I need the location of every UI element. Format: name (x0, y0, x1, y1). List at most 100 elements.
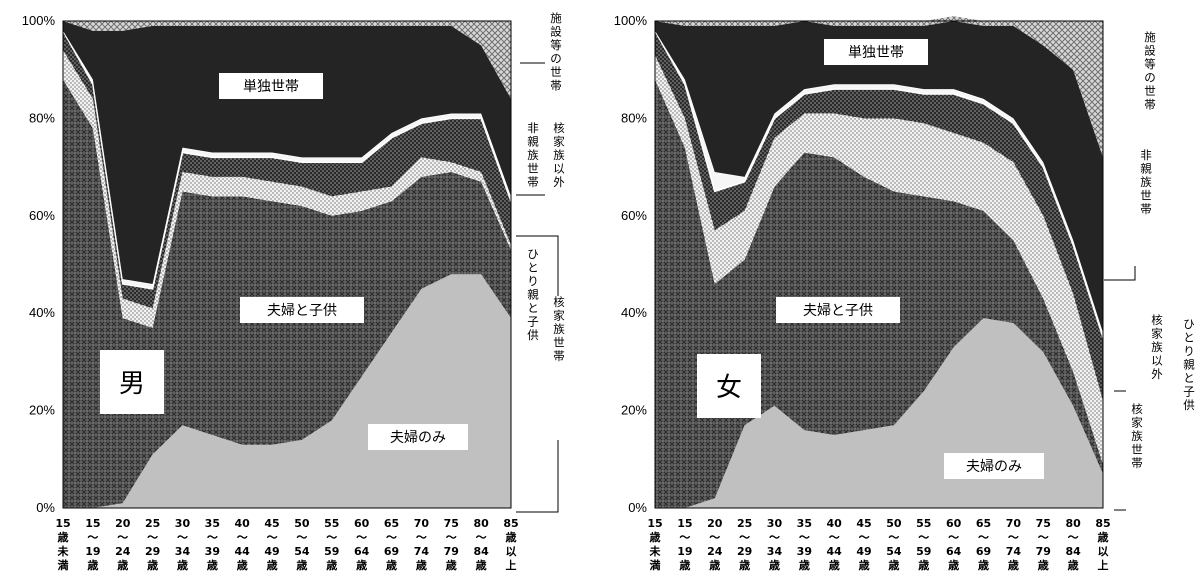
x-tick-part: 55 (324, 517, 339, 530)
x-tick-label: 40 〜 44 歳 (235, 517, 251, 572)
x-tick-label: 45 〜 49 歳 (264, 517, 279, 572)
x-tick-part: 満 (650, 558, 661, 572)
x-tick-part: 〜 (829, 531, 840, 544)
x-tick-part: 歳 (829, 558, 840, 572)
label-single-box (824, 39, 928, 65)
x-tick-part: 以 (506, 545, 517, 558)
x-tick-part: 39 (797, 545, 812, 558)
x-tick-part: 歳 (650, 530, 661, 544)
annotation-otherkin: 核家族以外 (553, 121, 565, 189)
x-tick-part: 25 (145, 517, 160, 530)
x-tick-part: 15 (647, 517, 662, 530)
area-facility (655, 16, 1103, 158)
x-tick-label: 15 〜 19 歳 (677, 517, 692, 572)
x-tick-label: 25 〜 29 歳 (145, 517, 160, 572)
x-tick-label: 50 〜 54 歳 (886, 517, 902, 572)
x-tick-label: 60 〜 64 歳 (946, 517, 962, 572)
x-tick-part: 〜 (296, 531, 307, 544)
annotation-single_parent: ひとり親と子供 (527, 247, 539, 342)
x-tick-part: 15 (85, 517, 100, 530)
x-tick-label: 35 〜 39 歳 (797, 517, 812, 572)
x-tick-label: 80 〜 84 歳 (1065, 517, 1081, 572)
x-tick-part: 〜 (446, 531, 457, 544)
x-tick-part: 〜 (1068, 531, 1079, 544)
annotation-nonrel: 非親族世帯 (1140, 148, 1152, 216)
x-tick-part: 〜 (207, 531, 218, 544)
x-tick-part: 34 (767, 545, 783, 558)
annotation-facility: 施設等の世帯 (550, 11, 562, 93)
sex-label: 女 (697, 354, 761, 418)
x-tick-part: 69 (384, 545, 399, 558)
area-single-parent (63, 50, 511, 328)
x-tick-part: 39 (205, 545, 220, 558)
plot-frame (62, 20, 512, 509)
x-tick-part: 歳 (918, 558, 929, 572)
plot-frame (654, 20, 1104, 509)
y-tick-label: 60% (621, 208, 647, 223)
label-couple-only-box (368, 424, 468, 450)
x-tick-part: 15 (55, 517, 70, 530)
x-tick-label: 15 〜 19 歳 (85, 517, 100, 572)
x-tick-part: 歳 (58, 530, 69, 544)
x-tick-part: 〜 (739, 531, 750, 544)
x-tick-part: 歳 (476, 558, 487, 572)
x-tick-part: 75 (444, 517, 459, 530)
x-tick-label: 20 〜 24 歳 (115, 517, 131, 572)
sex-label-box (697, 354, 761, 418)
x-tick-label: 60 〜 64 歳 (354, 517, 370, 572)
sex-label-text: 女 (716, 373, 742, 403)
x-tick-part: 歳 (177, 558, 188, 572)
x-tick-part: 歳 (386, 558, 397, 572)
x-tick-part: 歳 (1038, 558, 1049, 572)
x-tick-part: 24 (115, 545, 131, 558)
label-single-box (219, 73, 323, 99)
x-tick-part: 59 (916, 545, 931, 558)
x-tick-part: 歳 (1068, 558, 1079, 572)
x-tick-part: 15 (677, 517, 692, 530)
x-tick-label: 20 〜 24 歳 (707, 517, 723, 572)
x-tick-part: 85 (1095, 517, 1110, 530)
area-couple-children (63, 79, 511, 508)
sex-label-box (100, 350, 164, 414)
x-tick-part: 29 (145, 545, 160, 558)
x-tick-part: 〜 (888, 531, 899, 544)
x-tick-part: 歳 (237, 558, 248, 572)
x-tick-part: 〜 (356, 531, 367, 544)
x-tick-label: 45 〜 49 歳 (856, 517, 871, 572)
x-tick-part: 満 (58, 558, 69, 572)
x-tick-part: 64 (354, 545, 370, 558)
x-tick-label: 75 〜 79 歳 (1036, 517, 1051, 572)
x-tick-part: 未 (649, 544, 662, 558)
annotation-leader (516, 440, 559, 513)
annotation-leader (1104, 266, 1136, 281)
y-tick-label: 100% (614, 13, 648, 28)
x-tick-part: 50 (886, 517, 902, 530)
x-tick-label: 85 歳以上 (1095, 517, 1110, 572)
x-tick-label: 75 〜 79 歳 (444, 517, 459, 572)
x-tick-label: 50 〜 54 歳 (294, 517, 310, 572)
x-tick-label: 70 〜 74 歳 (1006, 517, 1022, 572)
x-tick-part: 19 (677, 545, 692, 558)
x-tick-part: 歳 (356, 558, 367, 572)
x-tick-part: 35 (205, 517, 220, 530)
x-tick-part: 〜 (679, 531, 690, 544)
x-tick-part: 85 (503, 517, 518, 530)
x-tick-part: 60 (946, 517, 962, 530)
x-tick-part: 歳 (679, 558, 690, 572)
label-couple-only: 夫婦のみ (944, 453, 1044, 479)
y-tick-label: 20% (621, 403, 647, 418)
x-tick-part: 65 (384, 517, 399, 530)
x-tick-part: 49 (856, 545, 871, 558)
x-tick-part: 〜 (769, 531, 780, 544)
x-tick-part: 〜 (918, 531, 929, 544)
label-couple-only: 夫婦のみ (368, 424, 468, 450)
area-facility (63, 21, 511, 99)
y-tick-label: 100% (22, 13, 56, 28)
x-tick-part: 〜 (476, 531, 487, 544)
x-tick-part: 80 (1065, 517, 1081, 530)
x-tick-part: 60 (354, 517, 370, 530)
x-tick-part: 45 (856, 517, 871, 530)
